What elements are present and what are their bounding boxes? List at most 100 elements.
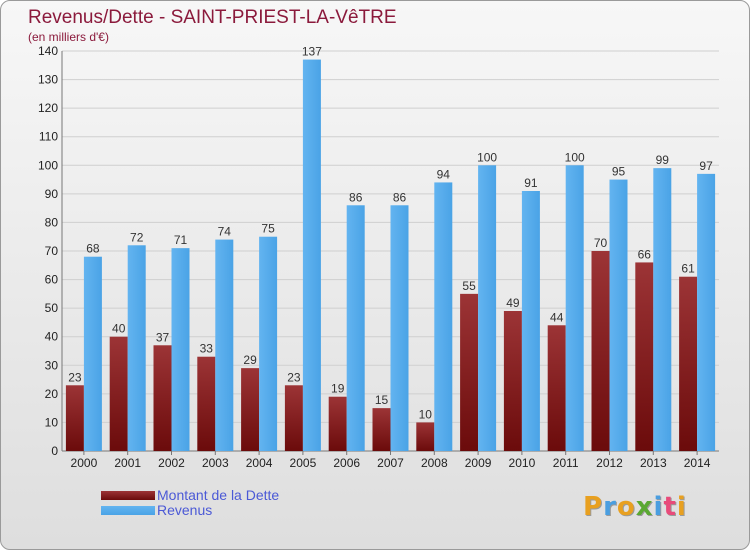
x-tick-label: 2000 — [71, 456, 98, 470]
chart-title: Revenus/Dette - SAINT-PRIEST-LA-VêTRE — [28, 7, 397, 28]
bar-revenus — [609, 179, 628, 452]
y-tick-label: 120 — [38, 101, 58, 115]
data-label-dette: 23 — [68, 370, 82, 384]
bar-dette — [109, 336, 128, 451]
x-tick-label: 2012 — [596, 456, 623, 470]
x-tick-label: 2013 — [640, 456, 667, 470]
bar-revenus — [127, 245, 146, 451]
data-label-dette: 33 — [200, 342, 214, 356]
data-label-revenus: 99 — [656, 153, 670, 167]
data-label-revenus: 72 — [130, 230, 144, 244]
bar-dette — [503, 311, 522, 451]
x-tick-label: 2001 — [114, 456, 141, 470]
bar-dette — [679, 276, 698, 451]
y-tick-label: 20 — [45, 387, 59, 401]
data-label-revenus: 74 — [218, 225, 232, 239]
x-tick-label: 2007 — [377, 456, 404, 470]
data-label-revenus: 71 — [174, 233, 188, 247]
bar-dette — [197, 356, 216, 451]
data-label-dette: 70 — [594, 236, 608, 250]
bar-dette — [635, 262, 654, 451]
legend-label-dette: Montant de la Dette — [157, 487, 280, 503]
bar-dette — [153, 345, 172, 451]
bar-revenus — [215, 239, 234, 451]
data-label-revenus: 86 — [349, 190, 363, 204]
data-label-revenus: 68 — [86, 242, 100, 256]
data-label-dette: 55 — [462, 279, 476, 293]
bar-revenus — [653, 168, 672, 451]
y-tick-label: 0 — [51, 444, 58, 458]
data-label-revenus: 94 — [437, 167, 451, 181]
bar-revenus — [171, 248, 190, 451]
bar-revenus — [259, 236, 278, 451]
y-tick-label: 90 — [45, 187, 59, 201]
proxiti-logo: Proxiti — [583, 492, 687, 522]
bar-revenus — [434, 182, 453, 451]
data-label-dette: 66 — [638, 247, 652, 261]
bar-revenus — [697, 173, 716, 451]
bar-dette — [284, 385, 303, 451]
data-label-dette: 19 — [331, 382, 345, 396]
data-label-dette: 61 — [681, 262, 695, 276]
data-label-revenus: 75 — [261, 222, 275, 236]
logo-letter: i — [653, 492, 664, 522]
data-label-dette: 37 — [156, 330, 170, 344]
data-label-revenus: 100 — [477, 150, 497, 164]
y-tick-label: 40 — [45, 330, 59, 344]
bar-dette — [241, 368, 260, 451]
data-label-dette: 23 — [287, 370, 301, 384]
x-tick-label: 2006 — [333, 456, 360, 470]
y-tick-label: 110 — [39, 130, 58, 144]
logo-letter: P — [583, 492, 604, 522]
bar-dette — [416, 422, 435, 451]
y-tick-label: 100 — [38, 158, 58, 172]
logo-letter: i — [676, 492, 687, 522]
data-label-revenus: 86 — [393, 190, 407, 204]
y-tick-label: 140 — [38, 44, 58, 58]
data-label-revenus: 137 — [302, 45, 322, 59]
data-label-revenus: 100 — [565, 150, 585, 164]
bar-dette — [65, 385, 84, 451]
data-label-dette: 44 — [550, 310, 564, 324]
chart-subtitle: (en milliers d'€) — [28, 30, 109, 44]
bar-dette — [328, 396, 347, 451]
bar-revenus — [521, 191, 540, 451]
y-tick-label: 80 — [45, 215, 59, 229]
x-tick-label: 2008 — [421, 456, 448, 470]
bar-revenus — [83, 256, 102, 451]
legend-swatch-dette — [101, 491, 155, 500]
data-label-dette: 40 — [112, 322, 126, 336]
y-tick-label: 70 — [45, 244, 59, 258]
bar-dette — [372, 408, 391, 451]
bar-revenus — [346, 205, 365, 451]
y-tick-label: 130 — [38, 73, 58, 87]
bar-revenus — [565, 165, 584, 452]
legend-label-revenus: Revenus — [157, 502, 213, 518]
y-tick-label: 50 — [45, 301, 59, 315]
data-label-dette: 29 — [243, 353, 257, 367]
bar-revenus — [302, 59, 321, 451]
bar-dette — [547, 325, 566, 451]
x-tick-label: 2011 — [553, 456, 579, 470]
data-label-revenus: 95 — [612, 165, 626, 179]
x-tick-label: 2014 — [684, 456, 711, 470]
y-tick-label: 30 — [45, 358, 59, 372]
y-tick-label: 10 — [45, 415, 59, 429]
bar-revenus — [390, 205, 409, 451]
x-tick-label: 2002 — [158, 456, 185, 470]
logo-letter: r — [603, 492, 617, 522]
x-tick-label: 2009 — [465, 456, 492, 470]
logo-letter: t — [663, 492, 677, 522]
x-tick-label: 2010 — [509, 456, 536, 470]
x-tick-label: 2004 — [246, 456, 273, 470]
y-tick-label: 60 — [45, 273, 59, 287]
data-label-dette: 10 — [419, 407, 433, 421]
data-label-revenus: 91 — [524, 176, 538, 190]
data-label-dette: 49 — [506, 296, 520, 310]
x-tick-label: 2005 — [290, 456, 317, 470]
data-label-revenus: 97 — [699, 159, 713, 173]
logo-letter: o — [616, 492, 636, 522]
bar-dette — [460, 293, 479, 451]
